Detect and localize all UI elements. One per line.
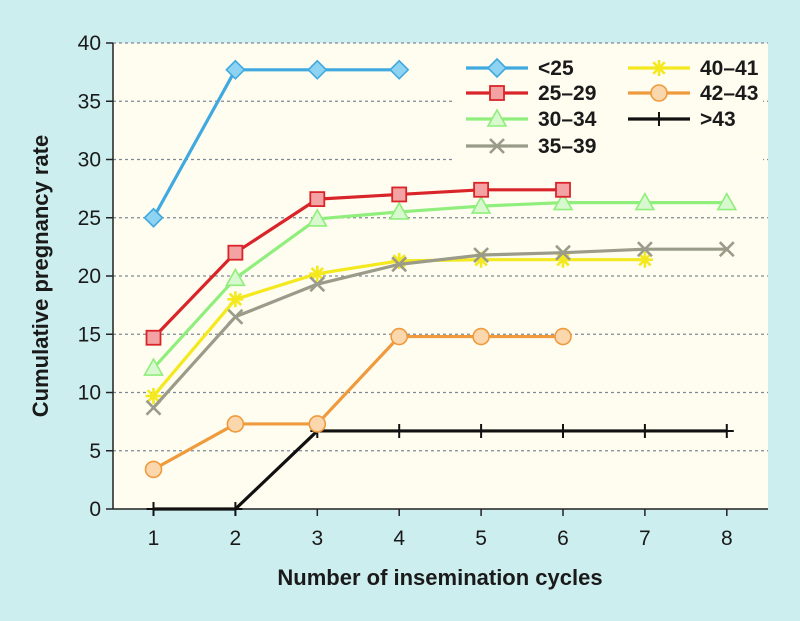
x-tick-label-7: 7 [639, 527, 651, 550]
x-tick-label-8: 8 [721, 527, 733, 550]
point-lt25-1 [143, 207, 164, 228]
x-tick-label-2: 2 [230, 527, 242, 550]
y-tick-label-30: 30 [78, 149, 101, 172]
legend-marker-30-34 [486, 108, 508, 127]
y-tick-label-40: 40 [78, 32, 101, 55]
legend-marker-gt43 [652, 112, 666, 126]
point-42-43-6 [554, 327, 572, 346]
point-40-41-1 [145, 387, 162, 404]
point-42-43-2 [226, 415, 245, 433]
x-tick-label-6: 6 [557, 527, 569, 550]
legend-marker-40-41 [651, 60, 667, 76]
point-35-39-2 [227, 308, 244, 325]
point-25-29-4 [391, 186, 408, 203]
point-25-29-2 [227, 244, 244, 261]
point-25-29-6 [555, 181, 571, 198]
point-35-39-7 [636, 241, 653, 258]
series-line-30-34 [152, 201, 727, 370]
point-40-41-6 [555, 251, 571, 268]
legend-label-40-41: 40–41 [700, 57, 759, 80]
point-gt43-5 [474, 423, 489, 438]
point-30-34-4 [388, 201, 410, 220]
gridlines [113, 42, 768, 452]
point-35-39-1 [145, 399, 162, 416]
point-30-34-5 [470, 195, 492, 214]
series-line-gt43 [153, 429, 727, 511]
point-40-41-3 [309, 265, 326, 282]
point-gt43-1 [146, 502, 161, 516]
point-42-43-5 [472, 327, 490, 346]
point-35-39-8 [718, 241, 735, 258]
y-tick-label-25: 25 [78, 207, 101, 230]
point-40-41-5 [473, 251, 490, 268]
point-25-29-3 [309, 191, 326, 208]
point-42-43-3 [308, 415, 327, 433]
legend-marker-25-29 [489, 85, 505, 101]
point-30-34-1 [143, 357, 164, 376]
point-gt43-2 [228, 502, 243, 516]
point-gt43-6 [556, 423, 570, 438]
y-tick-label-0: 0 [89, 498, 101, 521]
x-tick-label-3: 3 [311, 527, 323, 550]
series-line-35-39 [152, 247, 727, 409]
point-35-39-6 [555, 244, 571, 261]
legend-marker-lt25 [486, 57, 508, 79]
point-30-34-3 [306, 208, 328, 227]
point-35-39-4 [391, 256, 408, 273]
y-tick-label-20: 20 [78, 265, 101, 288]
point-30-34-6 [552, 191, 574, 211]
point-42-43-1 [144, 460, 163, 479]
y-tick-label-10: 10 [78, 382, 101, 405]
point-gt43-4 [392, 423, 407, 438]
x-tick-label-5: 5 [475, 527, 487, 550]
point-lt25-3 [307, 59, 328, 80]
point-40-41-7 [636, 251, 653, 268]
point-25-29-5 [473, 181, 490, 198]
point-35-39-5 [473, 247, 490, 263]
point-gt43-7 [637, 423, 652, 438]
legend-label-gt43: >43 [700, 108, 736, 131]
series-line-25-29 [152, 188, 563, 339]
series-line-lt25 [152, 68, 400, 219]
x-tick-label-1: 1 [148, 527, 160, 550]
tick-labels: 0 5 10 15 20 25 30 35 40 1 2 3 4 5 6 7 8 [78, 32, 733, 550]
x-tick-label-4: 4 [393, 527, 405, 550]
series-group [143, 59, 738, 516]
legend-marker-35-39 [489, 138, 505, 154]
series-line-42-43 [152, 334, 563, 471]
point-gt43-8 [719, 423, 734, 438]
y-tick-label-5: 5 [89, 440, 101, 463]
point-lt25-4 [389, 59, 410, 80]
legend-label-25-29: 25–29 [538, 82, 596, 105]
point-30-34-8 [716, 191, 738, 211]
point-40-41-4 [391, 252, 408, 269]
legend-label-lt25: <25 [538, 57, 574, 80]
legend-label-30-34: 30–34 [538, 108, 597, 131]
point-25-29-1 [145, 329, 162, 346]
y-axis-title: Cumulative pregnancy rate [28, 135, 53, 417]
point-30-34-2 [225, 267, 246, 287]
point-42-43-4 [390, 327, 409, 346]
legend-marker-42-43 [650, 84, 668, 102]
y-tick-label-15: 15 [78, 323, 101, 346]
legend-label-42-43: 42–43 [700, 82, 758, 105]
point-35-39-3 [309, 276, 326, 293]
y-tick-label-35: 35 [78, 90, 101, 113]
legend-label-35-39: 35–39 [538, 135, 596, 158]
point-30-34-7 [634, 191, 656, 211]
x-axis-title: Number of insemination cycles [277, 565, 602, 590]
legend-background [455, 52, 763, 168]
point-lt25-2 [225, 59, 246, 80]
point-40-41-2 [227, 291, 244, 308]
